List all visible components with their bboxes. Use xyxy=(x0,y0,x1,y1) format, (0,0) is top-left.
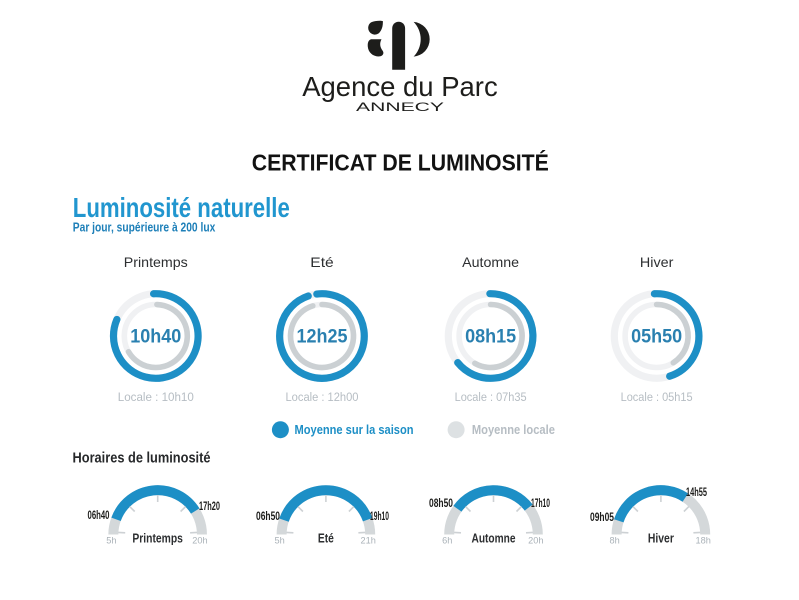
svg-text:Locale : 07h35: Locale : 07h35 xyxy=(455,390,527,404)
svg-text:19h10: 19h10 xyxy=(370,509,389,523)
svg-text:06h50: 06h50 xyxy=(256,509,280,523)
svg-text:Hiver: Hiver xyxy=(640,254,674,270)
svg-text:Locale : 10h10: Locale : 10h10 xyxy=(118,390,194,404)
svg-text:Moyenne sur la saison: Moyenne sur la saison xyxy=(295,422,414,437)
svg-text:Eté: Eté xyxy=(318,532,334,546)
svg-text:08h50: 08h50 xyxy=(429,496,453,510)
svg-text:17h10: 17h10 xyxy=(531,496,550,510)
svg-text:8h: 8h xyxy=(609,536,619,546)
svg-text:17h20: 17h20 xyxy=(199,499,220,513)
svg-text:08h15: 08h15 xyxy=(465,326,516,348)
svg-text:Automne: Automne xyxy=(472,532,516,546)
svg-text:20h: 20h xyxy=(528,536,543,546)
svg-text:ANNECY: ANNECY xyxy=(356,102,445,114)
svg-text:05h50: 05h50 xyxy=(631,326,682,348)
svg-text:CERTIFICAT DE LUMINOSITÉ: CERTIFICAT DE LUMINOSITÉ xyxy=(252,149,549,176)
svg-text:Agence du Parc: Agence du Parc xyxy=(302,71,498,102)
svg-text:Moyenne locale: Moyenne locale xyxy=(472,422,555,437)
svg-text:Automne: Automne xyxy=(462,254,519,270)
svg-text:Horaires de luminosité: Horaires de luminosité xyxy=(73,451,211,467)
svg-text:18h: 18h xyxy=(696,536,711,546)
svg-text:6h: 6h xyxy=(442,536,452,546)
svg-text:Locale : 12h00: Locale : 12h00 xyxy=(286,390,359,404)
svg-text:Hiver: Hiver xyxy=(648,532,674,546)
svg-text:Luminosité naturelle: Luminosité naturelle xyxy=(73,192,290,223)
svg-text:Locale : 05h15: Locale : 05h15 xyxy=(621,390,693,404)
svg-text:5h: 5h xyxy=(106,536,116,546)
svg-text:09h05: 09h05 xyxy=(590,510,614,524)
svg-text:Eté: Eté xyxy=(310,254,334,270)
svg-text:Par jour, supérieure à 200 lux: Par jour, supérieure à 200 lux xyxy=(73,221,216,235)
svg-text:10h40: 10h40 xyxy=(130,326,181,348)
svg-text:Printemps: Printemps xyxy=(132,532,183,546)
svg-text:06h40: 06h40 xyxy=(88,508,110,522)
svg-text:21h: 21h xyxy=(361,536,376,546)
svg-text:12h25: 12h25 xyxy=(297,326,348,348)
svg-text:20h: 20h xyxy=(192,536,207,546)
svg-text:5h: 5h xyxy=(274,536,284,546)
svg-text:Printemps: Printemps xyxy=(124,254,188,270)
svg-text:14h55: 14h55 xyxy=(686,485,707,499)
